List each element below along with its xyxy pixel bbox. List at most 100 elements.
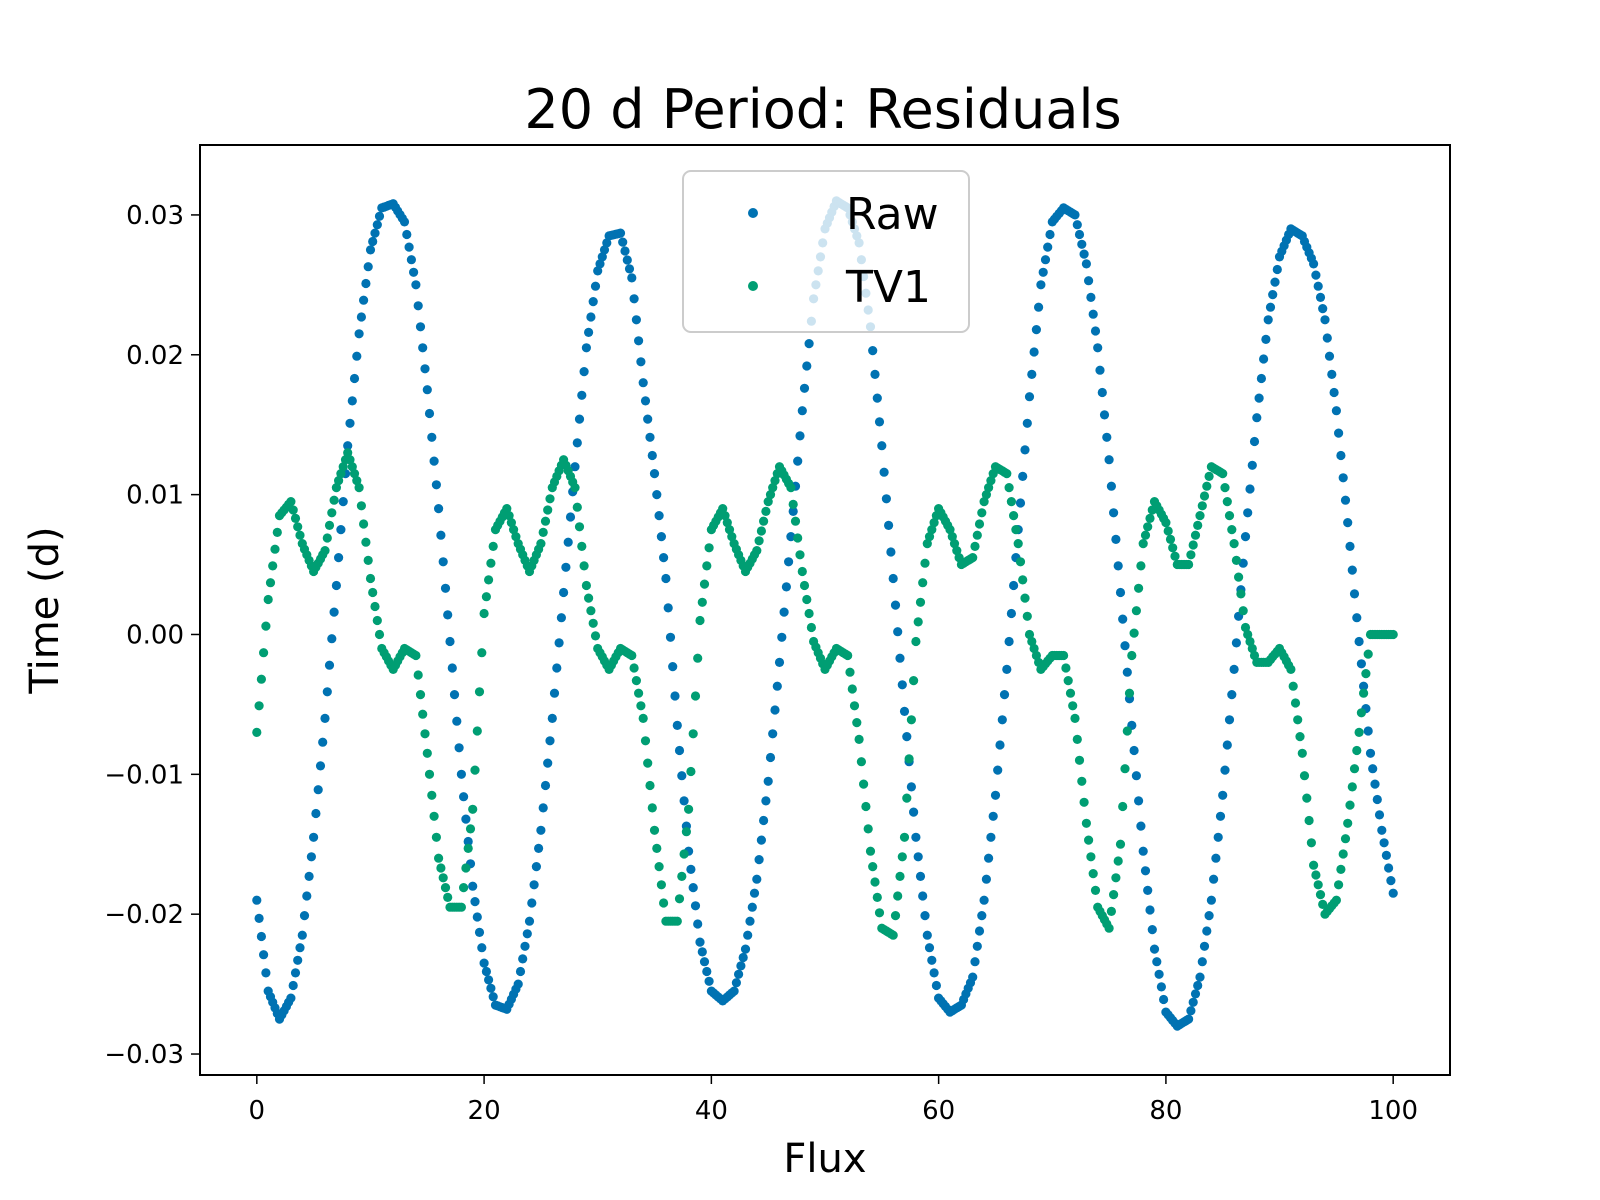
data-point (552, 663, 562, 673)
data-point (329, 607, 339, 617)
data-point (743, 930, 753, 940)
data-point (324, 520, 335, 531)
data-point (693, 919, 703, 929)
data-point (1234, 572, 1244, 582)
data-point (1381, 850, 1391, 861)
data-point (906, 782, 917, 792)
data-point (647, 803, 657, 813)
data-point (1213, 832, 1223, 842)
data-point (893, 627, 903, 637)
data-point (788, 499, 798, 509)
data-point (1336, 864, 1346, 875)
data-point (1256, 373, 1266, 384)
data-point (347, 462, 357, 472)
data-point (1293, 715, 1303, 725)
data-point (436, 530, 446, 540)
data-point (556, 613, 567, 623)
data-point (899, 832, 910, 842)
data-point (477, 943, 487, 953)
data-point (1045, 229, 1055, 240)
data-point (1034, 302, 1044, 312)
data-point (406, 255, 416, 265)
data-point (1299, 771, 1310, 781)
data-point (1379, 838, 1389, 848)
data-point (1106, 481, 1116, 491)
data-point (672, 916, 682, 926)
data-point (1238, 606, 1248, 616)
data-point (913, 852, 923, 862)
data-point (584, 327, 594, 337)
data-point (1220, 483, 1230, 493)
data-point (1079, 249, 1089, 259)
data-point (884, 520, 894, 531)
data-point (845, 667, 855, 677)
data-point (724, 525, 735, 535)
data-point (734, 969, 744, 979)
data-point (1102, 432, 1112, 442)
data-point (1165, 534, 1176, 545)
data-point (343, 448, 353, 458)
data-point (1079, 797, 1089, 807)
data-point (1297, 748, 1307, 758)
data-point (1106, 906, 1116, 917)
data-point (622, 255, 632, 265)
data-point (1309, 860, 1319, 870)
data-point (411, 280, 421, 290)
data-point (924, 943, 935, 953)
data-point (290, 513, 301, 524)
data-point (718, 504, 728, 514)
data-point (859, 779, 869, 789)
data-point (461, 814, 471, 824)
data-point (336, 525, 346, 535)
data-point (1349, 764, 1360, 774)
y-tick-label: 0.03 (126, 201, 184, 231)
y-tick-label: 0.02 (126, 341, 184, 371)
data-point (865, 846, 876, 856)
data-point (581, 343, 592, 353)
data-point (334, 476, 344, 486)
data-point (443, 610, 453, 620)
data-point (1015, 557, 1026, 567)
data-point (1249, 436, 1260, 447)
x-tick-label: 20 (468, 1096, 501, 1126)
data-point (1168, 543, 1178, 553)
x-tick-label: 80 (1149, 1096, 1182, 1126)
data-point (1006, 497, 1017, 507)
data-point (349, 373, 360, 384)
data-point (779, 607, 789, 617)
data-point (1231, 555, 1241, 566)
data-point (599, 245, 610, 255)
data-point (508, 525, 519, 535)
data-point (1131, 606, 1141, 616)
data-point (359, 295, 369, 305)
data-point (1252, 413, 1262, 423)
data-point (970, 957, 980, 967)
data-point (422, 748, 432, 758)
data-point (1018, 471, 1028, 481)
data-point (995, 740, 1005, 750)
y-tick-label: 0.00 (126, 620, 184, 650)
data-point (1197, 501, 1207, 511)
data-point (315, 761, 326, 771)
data-point (422, 385, 432, 395)
data-point (806, 622, 817, 633)
data-point (774, 657, 785, 668)
data-point (479, 608, 489, 619)
data-point (1002, 469, 1012, 479)
data-point (443, 892, 453, 903)
data-point (1147, 925, 1157, 935)
data-point (1220, 765, 1230, 775)
data-point (904, 754, 914, 764)
data-point (1022, 611, 1032, 621)
data-point (920, 558, 930, 568)
data-point (679, 849, 689, 859)
data-point (554, 638, 564, 648)
x-tick-label: 40 (695, 1096, 728, 1126)
data-point (472, 912, 482, 922)
data-point (1315, 292, 1326, 302)
data-point (1170, 551, 1180, 561)
data-point (1224, 715, 1235, 725)
data-point (1074, 229, 1085, 240)
data-point (320, 546, 330, 556)
data-point (720, 510, 730, 521)
